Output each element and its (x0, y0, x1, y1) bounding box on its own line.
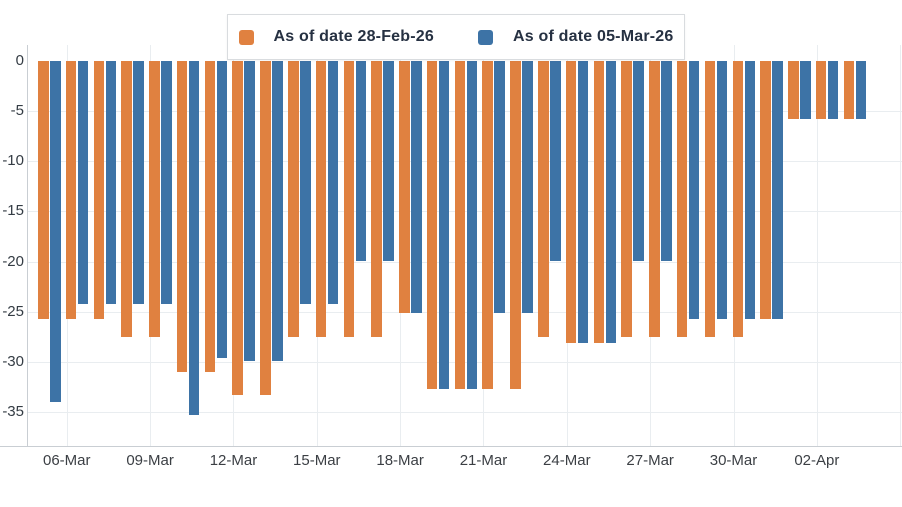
y-tick-label: -30 (2, 352, 24, 370)
bar-asof-05mar[interactable] (605, 61, 617, 343)
bar-asof-05mar[interactable] (633, 61, 644, 261)
y-tick-label: -20 (2, 252, 24, 270)
bar-asof-28feb[interactable] (593, 61, 605, 343)
bar-asof-05mar[interactable] (77, 61, 89, 304)
x-tick-label: 30-Mar (709, 452, 758, 469)
legend-label: As of date 28-Feb-26 (273, 28, 434, 45)
bar-asof-28feb[interactable] (38, 61, 49, 319)
bar-asof-28feb[interactable] (565, 61, 577, 343)
bar-asof-05mar[interactable] (50, 61, 61, 403)
y-axis-line (27, 45, 28, 446)
bar-asof-05mar[interactable] (438, 61, 450, 389)
legend: As of date 28-Feb-26 As of date 05-Mar-2… (227, 14, 685, 60)
bar-asof-05mar[interactable] (855, 61, 867, 120)
bar-asof-05mar[interactable] (383, 61, 394, 261)
bar-asof-28feb[interactable] (232, 61, 243, 395)
grid-line-horizontal (28, 412, 902, 414)
x-tick-label: 24-Mar (543, 452, 591, 469)
legend-swatch-blue (477, 29, 493, 45)
bar-asof-28feb[interactable] (621, 61, 632, 337)
bar-asof-28feb[interactable] (760, 61, 771, 319)
y-tick-label: -35 (2, 403, 24, 421)
bar-asof-28feb[interactable] (482, 61, 493, 389)
bar-asof-05mar[interactable] (327, 61, 339, 304)
y-tick-label: -15 (2, 202, 24, 220)
x-tick-label: 27-Mar (626, 452, 674, 469)
bar-asof-28feb[interactable] (815, 61, 827, 120)
bar-asof-28feb[interactable] (704, 61, 716, 337)
bar-asof-28feb[interactable] (676, 61, 688, 337)
bar-asof-28feb[interactable] (93, 61, 105, 319)
bar-asof-05mar[interactable] (272, 61, 283, 361)
bar-asof-05mar[interactable] (772, 61, 783, 319)
bar-asof-05mar[interactable] (133, 61, 144, 304)
grid-line-vertical (900, 45, 902, 446)
bar-asof-05mar[interactable] (411, 61, 422, 313)
y-tick-label: -25 (2, 302, 24, 320)
y-tick-label: -10 (2, 152, 24, 170)
legend-label: As of date 05-Mar-26 (512, 28, 674, 45)
grid-line-vertical (816, 45, 818, 446)
bar-asof-28feb[interactable] (843, 61, 855, 120)
bar-asof-28feb[interactable] (510, 61, 521, 389)
legend-item-28feb[interactable]: As of date 28-Feb-26 (238, 28, 434, 46)
bar-asof-28feb[interactable] (454, 61, 466, 389)
bar-asof-28feb[interactable] (149, 61, 160, 337)
bar-asof-28feb[interactable] (649, 61, 660, 337)
x-tick-label: 15-Mar (293, 452, 341, 469)
bar-asof-05mar[interactable] (661, 61, 672, 261)
bar-asof-05mar[interactable] (355, 61, 367, 261)
bar-asof-05mar[interactable] (800, 61, 811, 120)
bar-asof-28feb[interactable] (371, 61, 382, 337)
legend-swatch-orange (238, 29, 254, 45)
bar-asof-05mar[interactable] (577, 61, 589, 343)
x-axis-line (0, 446, 902, 447)
bar-asof-28feb[interactable] (343, 61, 355, 337)
bar-asof-05mar[interactable] (522, 61, 533, 313)
x-tick-label: 18-Mar (376, 452, 424, 469)
bar-asof-28feb[interactable] (315, 61, 327, 337)
bar-asof-28feb[interactable] (176, 61, 188, 372)
bar-asof-05mar[interactable] (688, 61, 700, 319)
bar-asof-28feb[interactable] (65, 61, 77, 319)
x-tick-label: 09-Mar (126, 452, 174, 469)
legend-item-05mar[interactable]: As of date 05-Mar-26 (477, 28, 674, 46)
bar-asof-28feb[interactable] (288, 61, 299, 337)
x-tick-label: 06-Mar (43, 452, 91, 469)
bar-asof-05mar[interactable] (466, 61, 478, 389)
bar-asof-28feb[interactable] (732, 61, 743, 337)
bar-asof-05mar[interactable] (300, 61, 311, 304)
bar-asof-28feb[interactable] (426, 61, 438, 389)
bar-asof-28feb[interactable] (121, 61, 132, 337)
bar-asof-05mar[interactable] (716, 61, 728, 319)
x-tick-label: 21-Mar (459, 452, 508, 469)
bar-asof-05mar[interactable] (216, 61, 228, 358)
bar-asof-05mar[interactable] (494, 61, 505, 313)
y-tick-label: 0 (15, 52, 24, 69)
bar-asof-28feb[interactable] (260, 61, 271, 395)
bar-asof-28feb[interactable] (538, 61, 549, 337)
bar-asof-05mar[interactable] (244, 61, 255, 361)
bar-asof-05mar[interactable] (105, 61, 117, 304)
bar-asof-05mar[interactable] (827, 61, 839, 120)
x-tick-label: 02-Apr (794, 452, 840, 469)
bar-asof-05mar[interactable] (550, 61, 561, 261)
bar-asof-28feb[interactable] (788, 61, 799, 120)
x-tick-label: 12-Mar (209, 452, 258, 469)
bar-asof-28feb[interactable] (399, 61, 410, 313)
bar-asof-05mar[interactable] (161, 61, 172, 304)
bar-asof-28feb[interactable] (204, 61, 216, 372)
bar-asof-05mar[interactable] (744, 61, 755, 319)
y-tick-label: -5 (10, 102, 24, 120)
bar-asof-05mar[interactable] (188, 61, 200, 416)
